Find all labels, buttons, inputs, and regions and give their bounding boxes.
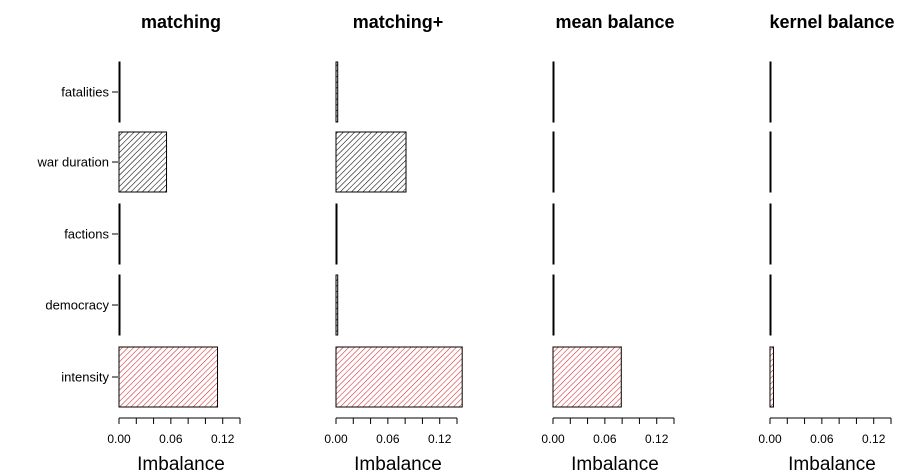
bar — [335, 61, 339, 123]
x-axis-label: Imbalance — [788, 454, 876, 474]
x-tick-label: 0.12 — [645, 432, 669, 446]
bar — [552, 346, 622, 408]
x-tick-label: 0.06 — [376, 432, 400, 446]
x-tick-label: 0.12 — [211, 432, 235, 446]
bar — [552, 274, 555, 336]
x-tick-label: 0.12 — [428, 432, 452, 446]
bar — [335, 131, 407, 193]
bar — [118, 61, 121, 123]
x-tick-label: 0.00 — [541, 432, 565, 446]
y-axis: fatalities war duration factions democracy i… — [36, 85, 118, 385]
panel-title: mean balance — [555, 12, 674, 32]
bar — [769, 61, 772, 123]
bar — [552, 203, 555, 265]
panel-title: matching+ — [353, 12, 444, 32]
bar — [118, 274, 121, 336]
bar — [118, 131, 168, 193]
plot-area: fatalities war duration factions democracy i… — [36, 12, 894, 474]
bar — [118, 203, 121, 265]
x-tick-label: 0.06 — [159, 432, 183, 446]
bar — [769, 346, 774, 408]
y-tick-label: factions — [64, 227, 109, 242]
panel: matching 0.00 0.06 0.12 Imbalance — [107, 12, 241, 474]
y-tick-label: democracy — [45, 298, 109, 313]
panel-title: matching — [141, 12, 221, 32]
x-tick-label: 0.00 — [324, 432, 348, 446]
x-axis-label: Imbalance — [354, 454, 442, 474]
x-tick-label: 0.06 — [593, 432, 617, 446]
bar — [769, 274, 772, 336]
x-tick-label: 0.00 — [107, 432, 131, 446]
x-tick-label: 0.06 — [810, 432, 834, 446]
bar — [335, 203, 338, 265]
y-tick-label: war duration — [36, 155, 109, 170]
bar — [335, 274, 339, 336]
bar — [118, 346, 219, 408]
x-tick-label: 0.00 — [758, 432, 782, 446]
bar — [769, 131, 772, 193]
bar — [552, 131, 555, 193]
bar — [769, 203, 772, 265]
x-tick-label: 0.12 — [862, 432, 886, 446]
panel-title: kernel balance — [769, 12, 894, 32]
panel: kernel balance 0.00 0.06 0.12 Imbalance — [758, 12, 894, 474]
x-axis-label: Imbalance — [137, 454, 225, 474]
x-axis-label: Imbalance — [571, 454, 659, 474]
panel: matching+ 0.00 0.06 0.12 Imbalance — [324, 12, 463, 474]
y-tick-label: intensity — [61, 370, 109, 385]
panel: mean balance 0.00 0.06 0.12 Imbalance — [541, 12, 674, 474]
bar — [552, 61, 555, 123]
y-tick-label: fatalities — [61, 85, 109, 100]
bar — [335, 346, 463, 408]
